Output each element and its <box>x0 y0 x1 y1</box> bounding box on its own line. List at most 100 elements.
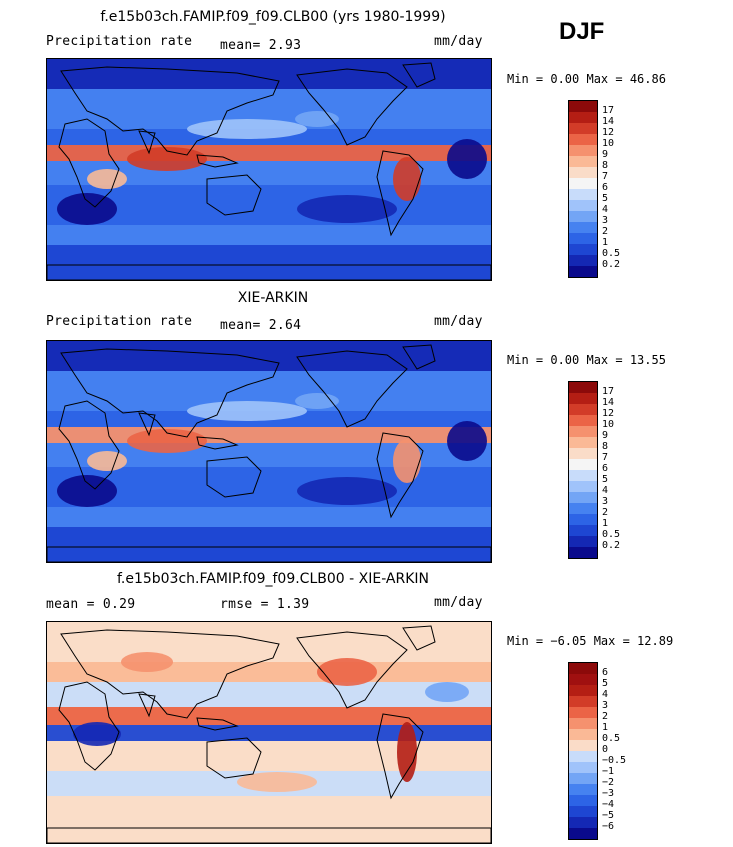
coastline-path <box>376 713 424 800</box>
colorbar-swatch <box>569 244 597 255</box>
map-field-feature <box>237 772 317 792</box>
coastline-path <box>47 546 491 562</box>
panel-1-title: f.e15b03ch.FAMIP.f09_f09.CLB00 (yrs 1980… <box>100 9 446 25</box>
panel-3-rmse-label: rmse = 1.39 <box>220 597 310 612</box>
panel-3-map-plot <box>47 622 491 843</box>
map-field-feature <box>127 429 207 453</box>
colorbar-tick-label: −3 <box>602 788 615 799</box>
colorbar-swatch <box>569 707 597 718</box>
colorbar-swatch <box>569 459 597 470</box>
colorbar-tick-label: 4 <box>602 485 609 496</box>
colorbar-tick-label: 4 <box>602 204 609 215</box>
colorbar-tick-label: 0 <box>602 744 609 755</box>
colorbar-swatch <box>569 266 597 277</box>
colorbar-tick-label: −6 <box>602 821 615 832</box>
coastline-path <box>376 150 424 237</box>
map-field-feature <box>317 658 377 686</box>
panel-2-units: mm/day <box>434 314 483 329</box>
colorbar-tick-label: 7 <box>602 171 609 182</box>
map-field-band <box>47 682 491 707</box>
colorbar-tick-label: 6 <box>602 182 609 193</box>
map-field-feature <box>57 475 117 507</box>
colorbar-tick-label: −2 <box>602 777 615 788</box>
colorbar-swatch <box>569 448 597 459</box>
colorbar-tick-label: 5 <box>602 678 609 689</box>
map-field-band <box>47 662 491 682</box>
colorbar-tick-label: 6 <box>602 463 609 474</box>
map-field-feature <box>447 421 487 461</box>
colorbar-tick-label: 14 <box>602 116 615 127</box>
panel-3-min-max: Min = −6.05 Max = 12.89 <box>507 634 674 648</box>
panel-2-title: XIE-ARKIN <box>237 290 309 306</box>
coastline-path <box>206 456 262 498</box>
colorbar-swatch <box>569 525 597 536</box>
colorbar-swatches <box>568 662 598 840</box>
map-field-feature <box>297 195 397 223</box>
map-field-band <box>47 741 491 771</box>
map-field-band <box>47 245 491 280</box>
colorbar-swatch <box>569 547 597 558</box>
colorbar-swatch <box>569 382 597 393</box>
colorbar-tick-label: −5 <box>602 810 615 821</box>
colorbar-tick-label: 9 <box>602 149 609 160</box>
colorbar-swatch <box>569 112 597 123</box>
colorbar-swatch <box>569 233 597 244</box>
panel-1-units: mm/day <box>434 34 483 49</box>
colorbar-swatch <box>569 729 597 740</box>
coastline-path <box>402 62 436 88</box>
coastline-path <box>60 66 280 156</box>
coastline-path <box>402 344 436 370</box>
coastline-path <box>58 118 120 208</box>
panel-3-title: f.e15b03ch.FAMIP.f09_f09.CLB00 - XIE-ARK… <box>116 571 430 587</box>
coastline-path <box>60 348 280 438</box>
map-field-feature <box>87 169 127 189</box>
map-field-feature <box>295 111 339 127</box>
coastline-path <box>58 681 120 771</box>
coastline-path <box>60 629 280 719</box>
coastline-path <box>138 412 156 437</box>
panel-3-map <box>46 621 492 844</box>
coastline-path <box>138 693 156 718</box>
colorbar-tick-label: 2 <box>602 507 609 518</box>
map-field-feature <box>73 722 121 746</box>
coastline-path <box>196 154 239 168</box>
colorbar-swatch <box>569 751 597 762</box>
panel-1-map <box>46 58 492 281</box>
map-field-feature <box>187 401 307 421</box>
map-field-feature <box>447 139 487 179</box>
map-field-band <box>47 796 491 843</box>
colorbar-tick-label: −1 <box>602 766 615 777</box>
coastlines <box>47 344 491 562</box>
colorbar-swatches <box>568 381 598 559</box>
coastline-path <box>196 436 239 450</box>
colorbar-tick-label: 6 <box>602 667 609 678</box>
colorbar-tick-label: 10 <box>602 419 615 430</box>
panel-2-min-max: Min = 0.00 Max = 13.55 <box>507 353 666 367</box>
panel-2-map-plot <box>47 341 491 562</box>
colorbar-swatch <box>569 393 597 404</box>
colorbar-swatch <box>569 663 597 674</box>
panel-1-colorbar: 0.2 0.5 1 2 3 4 5 6 7 8 9 10 12 14 17 <box>568 100 620 278</box>
colorbar-swatch <box>569 685 597 696</box>
colorbar-swatch <box>569 492 597 503</box>
colorbar-swatch <box>569 828 597 839</box>
colorbar-tick-label: 1 <box>602 237 609 248</box>
colorbar-tick-label: 12 <box>602 408 615 419</box>
coastline-path <box>47 827 491 843</box>
colorbar-tick-label: 17 <box>602 105 615 116</box>
colorbar-swatch <box>569 167 597 178</box>
coastline-path <box>206 174 262 216</box>
colorbar-swatch <box>569 773 597 784</box>
map-field-feature <box>57 193 117 225</box>
colorbar-tick-label: 8 <box>602 160 609 171</box>
map-field-band <box>47 145 491 161</box>
map-field-feature <box>297 477 397 505</box>
colorbar-tick-label: 5 <box>602 193 609 204</box>
panel-3-mean-label: mean = 0.29 <box>46 597 136 612</box>
map-field-feature <box>397 722 417 782</box>
colorbar-swatch <box>569 718 597 729</box>
coastline-path <box>196 717 239 731</box>
colorbar-swatch <box>569 740 597 751</box>
coastlines <box>47 625 491 843</box>
map-field-feature <box>127 147 207 171</box>
